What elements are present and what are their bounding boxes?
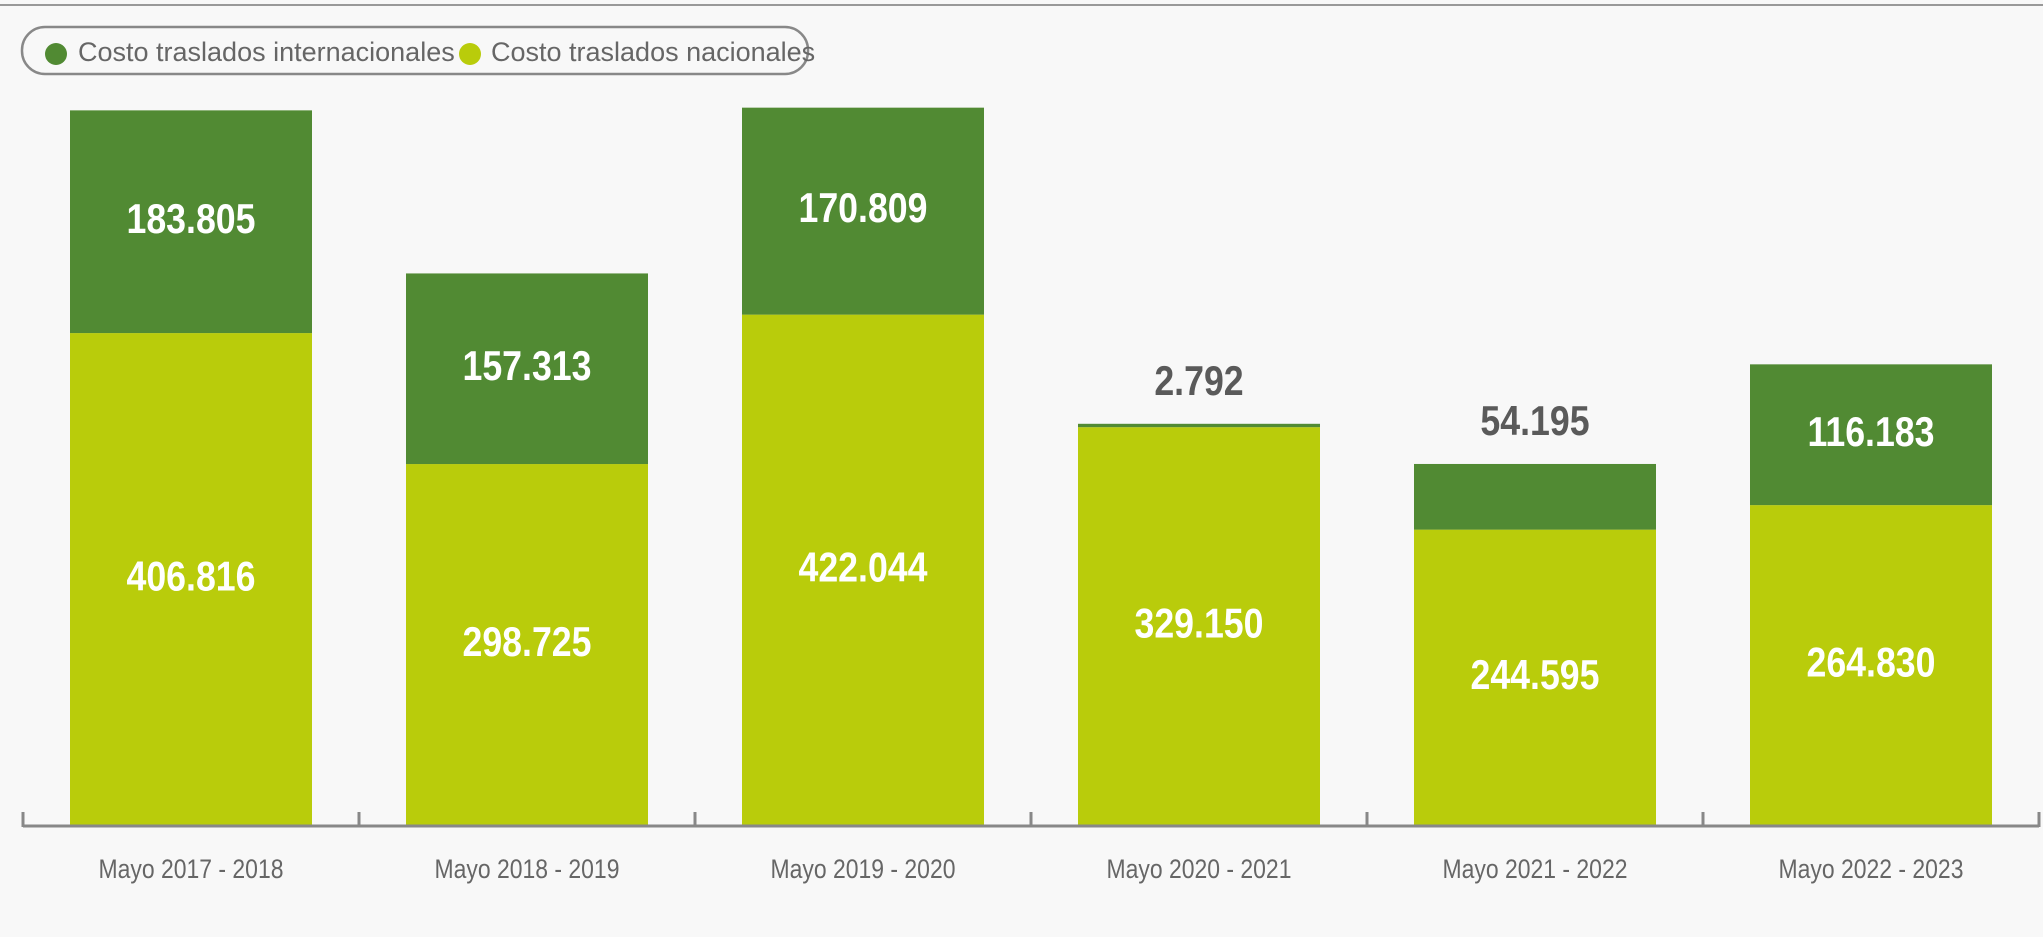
legend-marker (459, 43, 481, 65)
bar-segment (406, 464, 648, 826)
data-label: 116.183 (1807, 409, 1934, 455)
data-label: 54.195 (1480, 398, 1589, 444)
x-tick-label: Mayo 2019 - 2020 (771, 854, 956, 884)
data-label: 2.792 (1154, 358, 1243, 404)
x-tick-label: Mayo 2017 - 2018 (99, 854, 284, 884)
data-label: 264.830 (1806, 640, 1935, 686)
bar-segment (406, 273, 648, 465)
bar-segment (1750, 364, 1992, 506)
legend-label: Costo traslados nacionales (491, 37, 815, 67)
data-label: 422.044 (798, 545, 927, 591)
bar-segment (1750, 505, 1992, 826)
bar-segment (1414, 463, 1656, 530)
bar-segment (742, 107, 984, 315)
data-label: 244.595 (1470, 652, 1599, 698)
x-tick-label: Mayo 2018 - 2019 (435, 854, 620, 884)
data-label: 170.809 (798, 186, 927, 232)
bar-segment (1078, 427, 1320, 826)
data-label: 329.150 (1134, 601, 1263, 647)
data-label: 157.313 (462, 343, 591, 389)
x-tick-label: Mayo 2021 - 2022 (1443, 854, 1628, 884)
legend-frame (20, 25, 810, 76)
x-tick-label: Mayo 2020 - 2021 (1107, 854, 1292, 884)
bar-segment (70, 333, 312, 826)
data-label: 406.816 (126, 554, 255, 600)
data-label: 298.725 (462, 619, 591, 665)
data-label: 183.805 (126, 196, 255, 242)
legend-marker (45, 43, 67, 65)
x-tick-label: Mayo 2022 - 2023 (1779, 854, 1964, 884)
bar-segment (1078, 423, 1320, 428)
legend-label: Costo traslados internacionales (78, 37, 455, 67)
bar-segment (1414, 529, 1656, 826)
bar-segment (742, 314, 984, 826)
bar-segment (70, 110, 312, 334)
